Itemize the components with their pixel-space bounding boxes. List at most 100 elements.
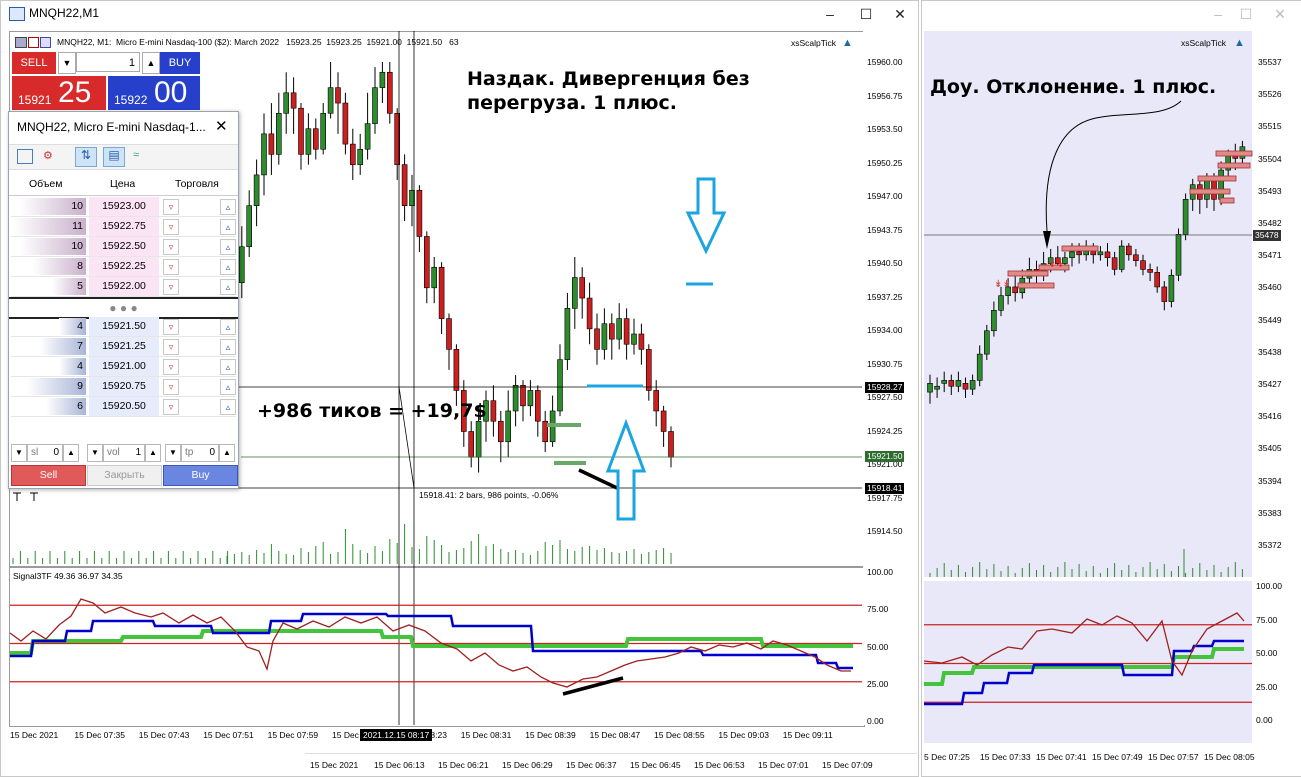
maximize-icon[interactable]: ☐ [859, 6, 873, 22]
chart-icon[interactable] [17, 149, 33, 164]
dom-bid-row[interactable]: 4 15921.00 ▿ ▵ [11, 357, 236, 377]
dom-ask-row[interactable]: 10 15923.00 ▿ ▵ [11, 197, 236, 217]
vol-input[interactable]: vol 1 [103, 444, 145, 462]
tp-label: tp [185, 447, 194, 458]
dom-ask-row[interactable]: 11 15922.75 ▿ ▵ [11, 217, 236, 237]
dom-volume-cell: 7 [77, 340, 83, 352]
dow-price-axis-label: 35438 [1258, 346, 1282, 357]
dom-buy-limit-button[interactable]: ▵ [220, 379, 236, 395]
dom-buy-limit-button[interactable]: ▵ [220, 359, 236, 375]
time-axis-2-label: 15 Dec 06:21 [438, 760, 489, 770]
column-volume: Объем [29, 178, 63, 190]
dom-bid-row[interactable]: 9 15920.75 ▿ ▵ [11, 377, 236, 397]
candle-body [446, 318, 452, 350]
dow-maximize-icon[interactable]: ☐ [1239, 6, 1253, 22]
dom-buy-limit-button[interactable]: ▵ [220, 339, 236, 355]
price-axis-label: 15937.25 [867, 291, 903, 302]
dom-sell-limit-button[interactable]: ▿ [163, 279, 179, 295]
candle-body [239, 246, 245, 283]
sl-input[interactable]: sl 0 [27, 444, 63, 462]
dom-price-cell: 15920.50 [89, 397, 159, 416]
divergence-line-price [578, 468, 618, 490]
chart-toolbar-icons[interactable] [15, 37, 51, 48]
dom-sell-limit-button[interactable]: ▿ [163, 219, 179, 235]
candle-body [342, 102, 349, 145]
candle-body [357, 148, 364, 165]
dom-bid-row[interactable]: 7 15921.25 ▿ ▵ [11, 337, 236, 357]
dom-buy-limit-button[interactable]: ▵ [220, 399, 236, 415]
auto-center-icon[interactable]: ⇅ [75, 147, 97, 167]
sl-label: sl [31, 447, 39, 458]
dow-candle-body [1218, 169, 1224, 200]
dom-buy-limit-button[interactable]: ▵ [220, 259, 236, 275]
sell-price-small: 15921 [18, 93, 52, 107]
tp-up[interactable]: ▲ [219, 444, 235, 462]
vol-down[interactable]: ▼ [87, 444, 103, 462]
volume-input[interactable]: 1 [76, 52, 140, 72]
dom-price-cell: 15921.25 [89, 337, 159, 356]
dom-ask-row[interactable]: 10 15922.50 ▿ ▵ [11, 237, 236, 257]
dom-sell-button[interactable]: Sell [11, 465, 86, 486]
dom-sell-limit-button[interactable]: ▿ [163, 199, 179, 215]
column-price: Цена [110, 178, 136, 190]
candle-body [416, 189, 423, 237]
nasdaq-annotation: Наздак. Дивергенция без перегруза. 1 плю… [467, 67, 750, 115]
buy-price-box[interactable]: 15922 00 [108, 76, 200, 110]
candle-body [394, 113, 401, 165]
dow-pointer-curve [1045, 100, 1182, 232]
minimize-icon[interactable]: – [826, 6, 834, 22]
sl-down[interactable]: ▼ [11, 444, 27, 462]
dom-buy-limit-button[interactable]: ▵ [220, 219, 236, 235]
dom-sell-limit-button[interactable]: ▿ [163, 339, 179, 355]
dow-price-axis-label: 35449 [1258, 314, 1282, 325]
dom-sell-limit-button[interactable]: ▿ [163, 319, 179, 335]
sell-price-box[interactable]: 15921 25 [12, 76, 106, 110]
dom-close-button[interactable]: Закрыть [87, 465, 162, 486]
tp-input[interactable]: tp 0 [181, 444, 219, 462]
dom-buy-limit-button[interactable]: ▵ [220, 319, 236, 335]
sell-button[interactable]: SELL [12, 52, 56, 74]
dom-sell-limit-button[interactable]: ▿ [163, 379, 179, 395]
dow-minimize-icon[interactable]: – [1214, 6, 1222, 22]
dom-sell-limit-button[interactable]: ▿ [163, 259, 179, 275]
dom-close-icon[interactable]: ✕ [215, 118, 228, 135]
dom-buy-limit-button[interactable]: ▵ [220, 279, 236, 295]
dom-buy-button[interactable]: Buy [163, 465, 238, 486]
time-axis-2-label: 15 Dec 06:29 [502, 760, 553, 770]
candle-body [312, 128, 319, 150]
dom-volume-bar [20, 198, 86, 215]
dom-sell-limit-button[interactable]: ▿ [163, 359, 179, 375]
candle-body [335, 87, 341, 104]
one-click-trade-panel: SELL ▼ 1 ▲ BUY 15921 25 15922 00 [12, 52, 200, 110]
dom-sell-limit-button[interactable]: ▿ [163, 239, 179, 255]
tp-down[interactable]: ▼ [165, 444, 181, 462]
vol-up[interactable]: ▲ [145, 444, 161, 462]
dom-buy-limit-button[interactable]: ▵ [220, 199, 236, 215]
column-trade: Торговля [175, 178, 219, 190]
indicators-icon[interactable]: ⚙ [43, 150, 53, 162]
dom-volume-cell: 10 [71, 240, 83, 252]
dow-annotation: Доу. Отклонение. 1 плюс. [930, 76, 1217, 98]
dom-buy-limit-button[interactable]: ▵ [220, 239, 236, 255]
time-axis-label: 15 Dec 08:39 [525, 730, 576, 740]
volume-up-button[interactable]: ▲ [142, 52, 160, 74]
ticks-icon[interactable]: ≈ [133, 149, 140, 161]
close-icon[interactable]: ✕ [894, 6, 906, 22]
dow-oscillator-area[interactable] [924, 581, 1252, 743]
dom-bid-row[interactable]: 4 15921.50 ▿ ▵ [11, 317, 236, 337]
volume-down-button[interactable]: ▼ [58, 52, 76, 74]
dom-bid-row[interactable]: 6 15920.50 ▿ ▵ [11, 397, 236, 417]
sl-up[interactable]: ▲ [63, 444, 79, 462]
scroll-icon[interactable]: ▤ [103, 147, 125, 167]
dow-osc-axis-label: 75.00 [1256, 614, 1278, 625]
osc-blue-line [10, 612, 853, 670]
dow-chart-area[interactable] [924, 31, 1252, 577]
buy-button[interactable]: BUY [160, 52, 200, 74]
dom-ask-row[interactable]: 8 15922.25 ▿ ▵ [11, 257, 236, 277]
dom-price-cell: 15922.50 [89, 237, 159, 256]
dow-close-icon[interactable]: ✕ [1274, 6, 1286, 22]
dow-pointer-arrow-icon [1043, 231, 1051, 249]
dow-candle-body [1055, 257, 1061, 264]
dom-sell-limit-button[interactable]: ▿ [163, 399, 179, 415]
dom-ask-row[interactable]: 5 15922.00 ▿ ▵ [11, 277, 236, 297]
